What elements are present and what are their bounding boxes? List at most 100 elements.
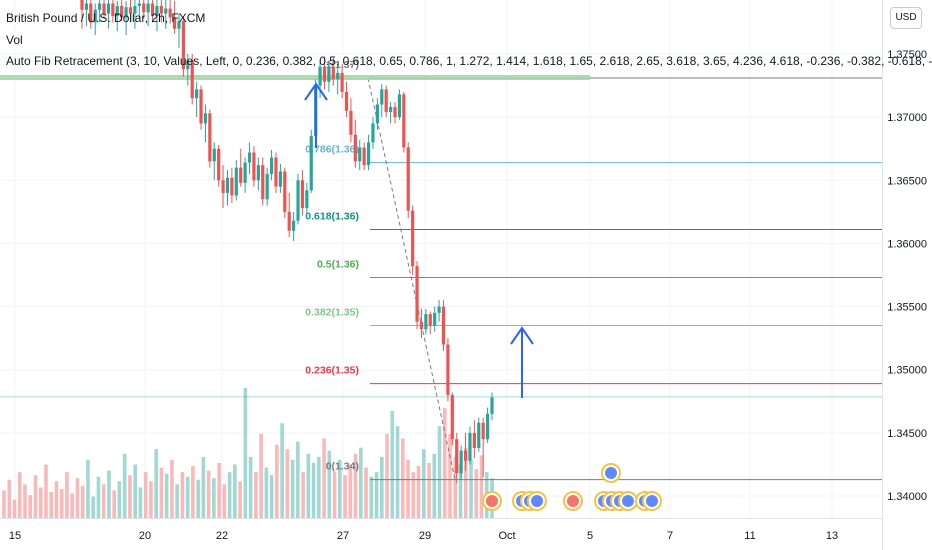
volume-bar <box>2 490 6 518</box>
candle-body <box>397 94 402 118</box>
currency-button[interactable]: USD <box>890 7 922 29</box>
volume-bar <box>474 469 479 518</box>
volume-bar <box>122 453 127 518</box>
candle-body <box>172 17 177 29</box>
volume-bar <box>296 441 300 518</box>
candle-body <box>195 89 199 99</box>
candle-body <box>225 177 230 193</box>
candle-body <box>428 314 432 326</box>
volume-bar <box>327 450 332 518</box>
candle-body <box>353 134 357 162</box>
volume-bar <box>280 423 284 518</box>
candle-body <box>102 3 106 14</box>
volume-bar <box>96 476 101 518</box>
volume-bar <box>348 464 353 518</box>
candle-body <box>371 123 375 143</box>
candle-body <box>463 450 468 461</box>
candle-body <box>380 89 384 105</box>
volume-bar <box>227 472 232 518</box>
candle-body <box>300 180 305 209</box>
candle-body <box>433 312 437 326</box>
event-flag-inner <box>531 495 543 507</box>
price-tick-label: 1.36500 <box>887 175 927 187</box>
candle-body <box>296 180 300 221</box>
volume-bar <box>196 479 200 518</box>
fib-level-label: 0.236(1.35) <box>305 365 359 377</box>
candle-body <box>177 21 181 29</box>
time-tick-label: 5 <box>587 530 593 542</box>
volume-legend-label[interactable]: Vol <box>6 33 23 47</box>
volume-bar <box>80 485 85 518</box>
candle-body <box>437 306 441 313</box>
volume-bar <box>353 453 358 518</box>
price-axis[interactable]: 1.37500 1.37000 1.36500 1.36000 1.35500 1.350… <box>882 0 932 550</box>
volume-bar <box>59 488 64 518</box>
candle-body <box>305 190 309 209</box>
candle-body <box>424 314 428 330</box>
volume-bar <box>264 467 269 518</box>
candle-body <box>230 177 234 196</box>
volume-bar <box>164 473 169 518</box>
volume-bar <box>49 492 54 518</box>
candle-body <box>203 113 208 124</box>
volume-bar <box>238 481 242 518</box>
volume-bar <box>479 455 484 518</box>
candle-body <box>164 8 168 14</box>
volume-bar <box>180 472 185 518</box>
volume-bar <box>23 484 27 518</box>
candle-body <box>366 142 371 166</box>
volume-bar <box>301 472 305 518</box>
volume-bar <box>159 467 164 518</box>
fib-level-label: 0.786(1.36) <box>305 144 359 156</box>
volume-bar <box>38 487 43 518</box>
candle-body <box>98 3 102 10</box>
volume-bar <box>217 462 221 518</box>
volume-bar <box>28 495 33 518</box>
candle-body <box>446 344 450 395</box>
candle-body <box>199 89 203 124</box>
fib-legend-label[interactable]: Auto Fib Retracement (3, 10, Values, Lef… <box>6 54 932 68</box>
candle-body <box>344 91 349 111</box>
time-tick-label: 11 <box>744 530 755 542</box>
time-tick-label: 15 <box>9 530 21 542</box>
candle-body <box>490 397 494 414</box>
volume-bar <box>400 438 405 518</box>
candle-body <box>221 180 225 193</box>
candle-body <box>327 66 331 82</box>
economic-event-markers[interactable] <box>482 463 662 511</box>
volume-bar <box>154 449 158 518</box>
candle-body <box>415 266 419 322</box>
volume-bar <box>432 453 437 518</box>
candle-body <box>208 113 212 162</box>
event-flag-inner <box>605 467 617 479</box>
drawing-annotations: 1.34785 <box>0 82 930 407</box>
candle-body <box>261 165 265 200</box>
volume-bar <box>233 464 237 518</box>
volume-bar <box>364 467 368 518</box>
candle-body <box>455 439 459 474</box>
symbol-legend-title[interactable]: British Pound / U.S. Dollar, 2h, FXCM <box>6 11 206 25</box>
volume-bar <box>285 449 290 518</box>
volume-bar <box>458 464 463 518</box>
volume-bar <box>75 478 80 518</box>
candle-body <box>217 148 221 181</box>
candle-body <box>450 394 454 440</box>
candle-body <box>150 3 155 17</box>
volume-bar <box>243 388 248 518</box>
volume-bar <box>411 472 416 518</box>
candle-body <box>155 6 159 17</box>
volume-bar <box>374 472 379 518</box>
candle-body <box>111 3 115 17</box>
candle-body <box>186 60 190 70</box>
candle-body <box>84 3 89 10</box>
volume-bar <box>138 487 143 518</box>
candle-body <box>375 104 379 124</box>
volume-bar <box>44 464 48 518</box>
time-axis[interactable]: 15 20 22 27 29 Oct 5 7 11 13 <box>0 518 882 543</box>
candle-body <box>265 173 269 200</box>
time-tick-label: 29 <box>419 530 431 542</box>
volume-bar <box>54 481 59 518</box>
candlestick-series <box>80 0 494 484</box>
volume-bar <box>254 472 258 518</box>
